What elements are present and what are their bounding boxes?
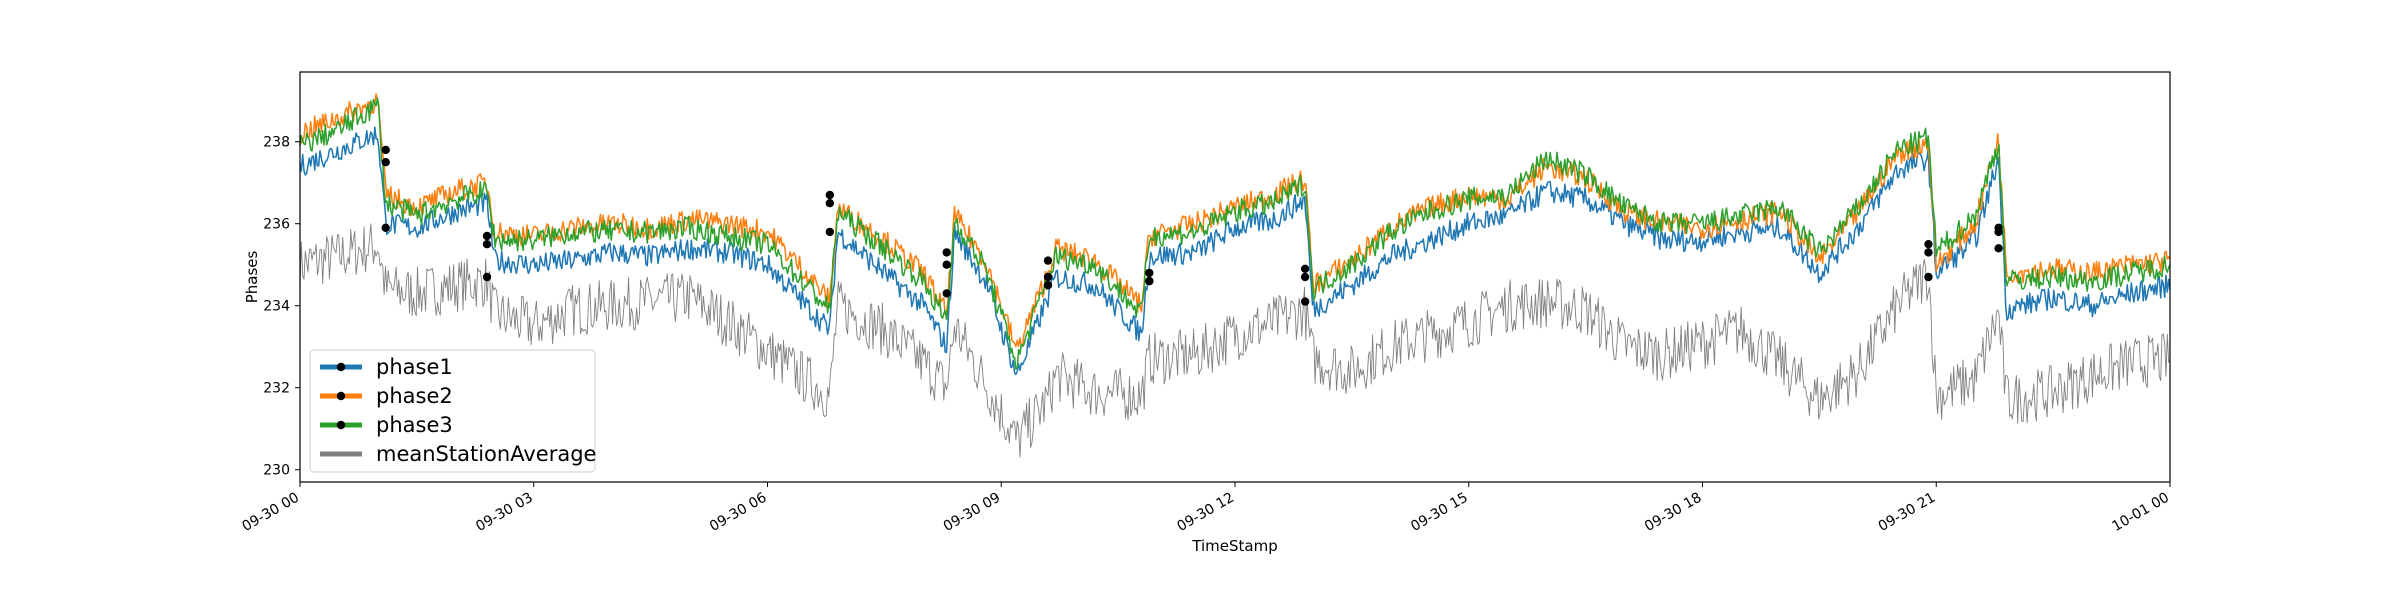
marker-phase3 — [1043, 256, 1053, 265]
legend-box — [309, 349, 596, 473]
x-tick-label: 09-30 18 — [1642, 490, 1705, 535]
series-line-meanStationAverage — [299, 223, 2171, 458]
legend-label-meanStationAverage: meanStationAverage — [376, 442, 596, 466]
x-tick-label: 09-30 15 — [1408, 490, 1471, 535]
y-axis-label: Phases — [243, 251, 261, 304]
marker-phase3 — [381, 158, 390, 167]
y-tick-label: 232 — [263, 381, 290, 397]
marker-phase1 — [1994, 244, 2003, 253]
x-tick-label: 09-30 12 — [1174, 490, 1237, 535]
plot-area — [300, 72, 2170, 482]
x-tick-label: 09-30 06 — [707, 490, 770, 535]
marker-phase1 — [1300, 297, 1310, 306]
x-tick-label: 10-01 00 — [2109, 490, 2172, 535]
series-line-phase1 — [299, 126, 2171, 376]
marker-phase2 — [942, 260, 951, 269]
marker-phase1 — [482, 272, 492, 282]
x-tick-label: 09-30 00 — [239, 490, 302, 535]
marker-phase1 — [381, 223, 390, 232]
marker-phase3 — [1300, 272, 1310, 282]
marker-phase2 — [1300, 264, 1310, 273]
legend-label-phase1: phase1 — [376, 355, 453, 379]
series-layer — [299, 93, 2171, 458]
marker-phase1 — [825, 227, 835, 237]
legend-label-phase3: phase3 — [376, 413, 453, 437]
marker-phase3 — [482, 240, 492, 249]
marker-phase3 — [1145, 276, 1154, 286]
marker-phase1 — [1043, 281, 1053, 290]
marker-phase2 — [1043, 272, 1053, 282]
marker-layer — [381, 145, 2003, 306]
y-tick-label: 236 — [263, 217, 290, 233]
legend-marker — [336, 362, 346, 372]
y-tick-label: 230 — [263, 463, 290, 479]
marker-phase2 — [482, 231, 492, 241]
y-tick-label: 234 — [263, 299, 290, 315]
series-line-phase3 — [299, 97, 2171, 370]
legend-marker — [336, 420, 346, 430]
x-tick-label: 09-30 09 — [941, 490, 1004, 535]
marker-phase3 — [1924, 240, 1933, 249]
x-axis-label: TimeStamp — [1191, 537, 1277, 555]
marker-phase2 — [1145, 268, 1154, 278]
legend: phase1 phase2 phase3 meanStationAverage — [309, 349, 596, 473]
marker-phase2 — [825, 190, 835, 200]
marker-phase1 — [1924, 272, 1933, 282]
x-axis: 09-30 00 09-30 03 09-30 06 09-30 09 09-30 12… — [239, 482, 2172, 535]
legend-marker — [336, 391, 346, 401]
marker-phase2 — [381, 145, 390, 155]
x-tick-label: 09-30 03 — [473, 490, 536, 535]
marker-phase1 — [942, 289, 951, 298]
legend-label-phase2: phase2 — [376, 384, 453, 408]
y-tick-label: 238 — [263, 135, 290, 151]
marker-phase3 — [1994, 227, 2003, 237]
marker-phase3 — [942, 248, 951, 257]
marker-phase2 — [1924, 248, 1933, 257]
y-axis: 230 232 234 236 238 — [263, 135, 300, 479]
marker-phase3 — [825, 199, 835, 208]
x-tick-label: 09-30 21 — [1876, 490, 1939, 535]
